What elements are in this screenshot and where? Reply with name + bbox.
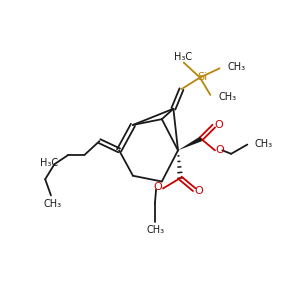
Text: Si: Si: [198, 72, 208, 82]
Text: CH₃: CH₃: [43, 199, 61, 209]
Text: O: O: [154, 182, 162, 192]
Text: H₃C: H₃C: [40, 158, 58, 168]
Text: O: O: [194, 187, 203, 196]
Text: H₃C: H₃C: [174, 52, 192, 62]
Polygon shape: [178, 136, 202, 150]
Text: CH₃: CH₃: [146, 225, 164, 235]
Text: CH₃: CH₃: [228, 62, 246, 72]
Text: O: O: [216, 145, 224, 155]
Text: CH₃: CH₃: [255, 139, 273, 149]
Text: O: O: [214, 120, 223, 130]
Text: CH₃: CH₃: [218, 92, 237, 102]
